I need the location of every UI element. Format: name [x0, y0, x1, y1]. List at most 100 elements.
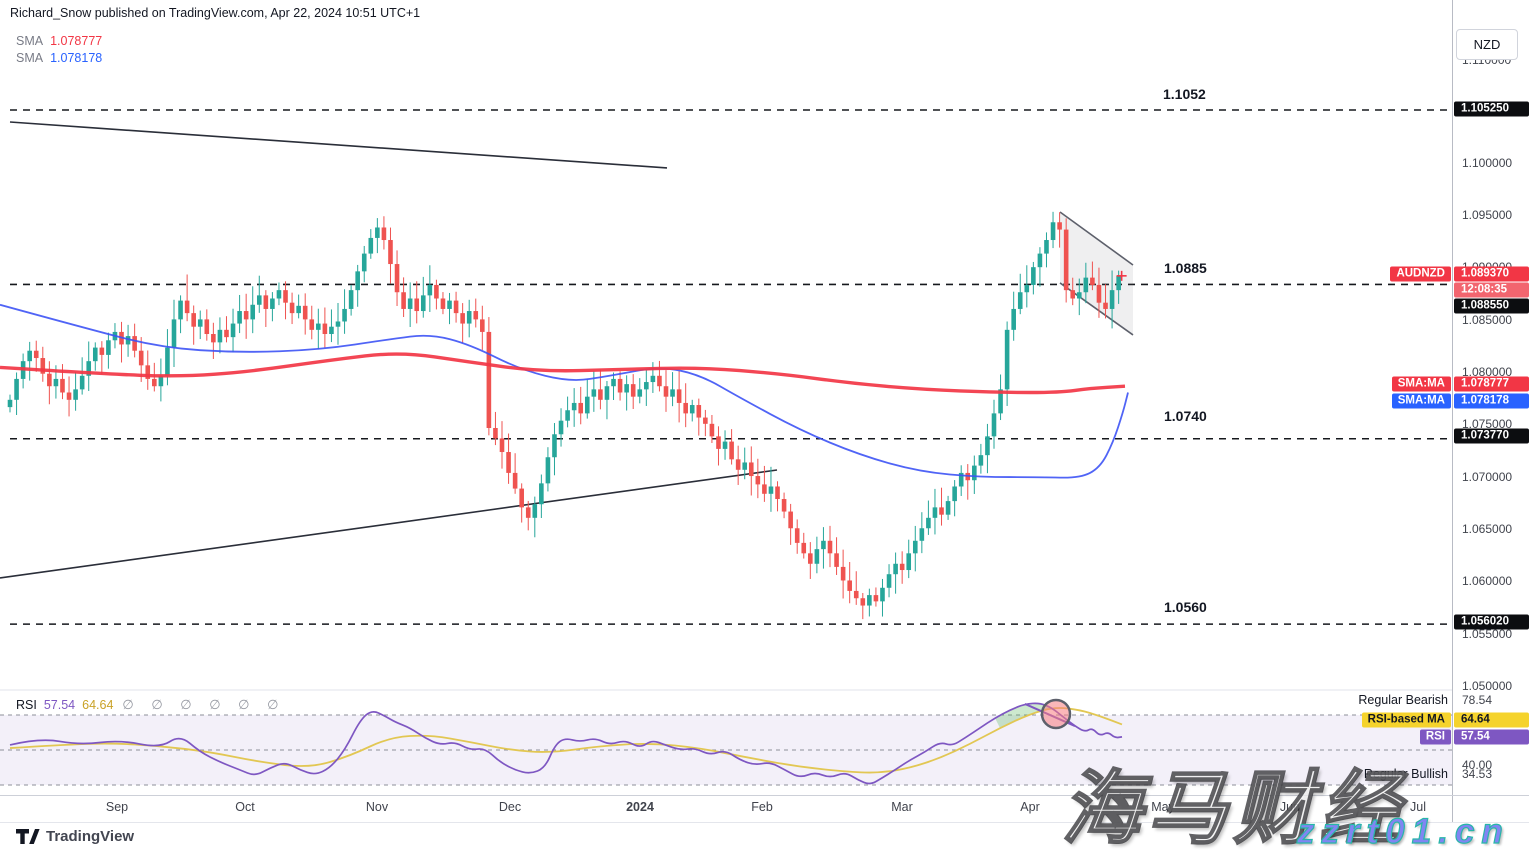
- rsi-legend[interactable]: RSI 57.54 64.64 ∅ ∅ ∅ ∅ ∅ ∅: [16, 697, 285, 713]
- candle-body: [486, 331, 492, 429]
- candle-body: [670, 389, 675, 397]
- candle-body: [414, 298, 420, 312]
- candle-body: [256, 295, 262, 305]
- candle-body: [342, 308, 347, 322]
- candle-body: [1031, 267, 1036, 285]
- candle-body: [827, 540, 833, 554]
- candle-body: [152, 378, 157, 387]
- candle-body: [447, 300, 452, 309]
- candle-body: [145, 365, 151, 379]
- price-chart-canvas[interactable]: [0, 0, 1452, 795]
- tradingview-logo[interactable]: TradingView: [16, 828, 134, 845]
- rsi-line: [9, 702, 1123, 785]
- candle-body: [584, 396, 590, 414]
- candle-body: [748, 462, 754, 477]
- candle-body: [801, 542, 807, 554]
- series-name-badge: AUDNZD: [1390, 266, 1451, 282]
- candle-body: [604, 386, 610, 400]
- candle-body: [1011, 308, 1016, 330]
- candle-body: [79, 375, 85, 390]
- candle-body: [683, 402, 688, 414]
- sma-legend-row-1[interactable]: SMA 1.078777: [16, 33, 102, 50]
- candle-body: [1024, 284, 1030, 293]
- candle-body: [676, 389, 682, 403]
- rsi-ma-line: [9, 707, 1123, 774]
- candle-body: [880, 587, 885, 602]
- candle-body: [263, 295, 269, 309]
- candle-body: [7, 399, 13, 408]
- candle-body: [375, 227, 380, 238]
- candle-body: [775, 486, 780, 500]
- price-axis-badge: 1.078777: [1454, 376, 1529, 392]
- candle-body: [558, 420, 564, 435]
- time-axis-label: Apr: [1020, 800, 1040, 814]
- candle-body: [611, 378, 616, 387]
- rsi-label: RSI: [16, 698, 37, 712]
- publish-header: Richard_Snow published on TradingView.co…: [10, 6, 421, 20]
- time-axis-label: Oct: [235, 800, 255, 814]
- candle-body: [663, 386, 669, 397]
- candle-body: [125, 336, 131, 345]
- candle-body: [270, 298, 275, 309]
- candle-body: [309, 319, 315, 330]
- price-axis-tick: 78.54: [1462, 693, 1493, 707]
- channel-top-line: [1059, 211, 1134, 266]
- candle-body: [886, 574, 892, 588]
- candle-body: [237, 311, 242, 324]
- candle-body: [453, 300, 459, 314]
- candle-body: [197, 319, 203, 327]
- price-axis-badge: 1.078178: [1454, 393, 1529, 409]
- time-axis-border: [0, 795, 1529, 796]
- candles[interactable]: [7, 211, 1121, 620]
- candle-body: [703, 417, 708, 424]
- candle-body: [788, 511, 793, 529]
- candle-body: [781, 499, 787, 512]
- candle-body: [578, 402, 584, 414]
- candle-body: [1050, 222, 1056, 241]
- price-axis-tick: 1.080000: [1462, 365, 1513, 379]
- price-axis-tick: 1.095000: [1462, 208, 1513, 222]
- candle-body: [821, 540, 826, 550]
- price-axis-badge: 1.089370: [1454, 266, 1529, 282]
- candle-body: [138, 350, 144, 366]
- indicator-legend[interactable]: SMA 1.078777 SMA 1.078178: [16, 33, 102, 67]
- sma1-label: SMA: [16, 34, 44, 48]
- candle-body: [1103, 302, 1108, 309]
- candle-body: [1004, 329, 1010, 390]
- candle-body: [906, 553, 912, 571]
- candle-body: [709, 423, 715, 437]
- rsi-value: 57.54: [43, 698, 76, 712]
- candle-body: [27, 350, 32, 362]
- candle-body: [407, 298, 413, 309]
- candle-body: [33, 350, 39, 359]
- currency-toggle-button[interactable]: NZD: [1456, 29, 1518, 60]
- time-scale[interactable]: Sep Oct Nov Dec 2024 Feb Mar Apr May Jun Jul: [0, 795, 1452, 822]
- candle-body: [650, 375, 656, 383]
- price-scale[interactable]: 1.1100001.1000001.0950001.0900001.085000…: [1453, 0, 1529, 822]
- candle-body: [243, 311, 249, 320]
- bottom-border: [0, 822, 1529, 823]
- candle-body: [1116, 275, 1121, 291]
- candle-body: [912, 540, 918, 554]
- candle-body: [985, 436, 990, 456]
- candle-body: [926, 517, 931, 529]
- candle-body: [86, 361, 92, 376]
- candle-body: [434, 284, 439, 299]
- candle-body: [480, 319, 485, 332]
- candle-body: [1070, 290, 1076, 299]
- tradingview-logo-icon: [16, 828, 40, 844]
- candle-body: [329, 326, 334, 335]
- time-axis-label: Jun: [1279, 800, 1301, 814]
- candle-body: [368, 237, 374, 254]
- sma2-value: 1.078178: [50, 51, 103, 65]
- candle-body: [598, 389, 603, 400]
- trendline: [9, 121, 668, 169]
- candle-body: [525, 507, 531, 518]
- candle-body: [1057, 222, 1062, 230]
- candle-body: [565, 410, 570, 421]
- sma-legend-row-2[interactable]: SMA 1.078178: [16, 50, 102, 67]
- candle-body: [204, 319, 210, 335]
- candle-body: [945, 501, 951, 515]
- candle-body: [1076, 292, 1082, 299]
- candle-body: [440, 298, 446, 309]
